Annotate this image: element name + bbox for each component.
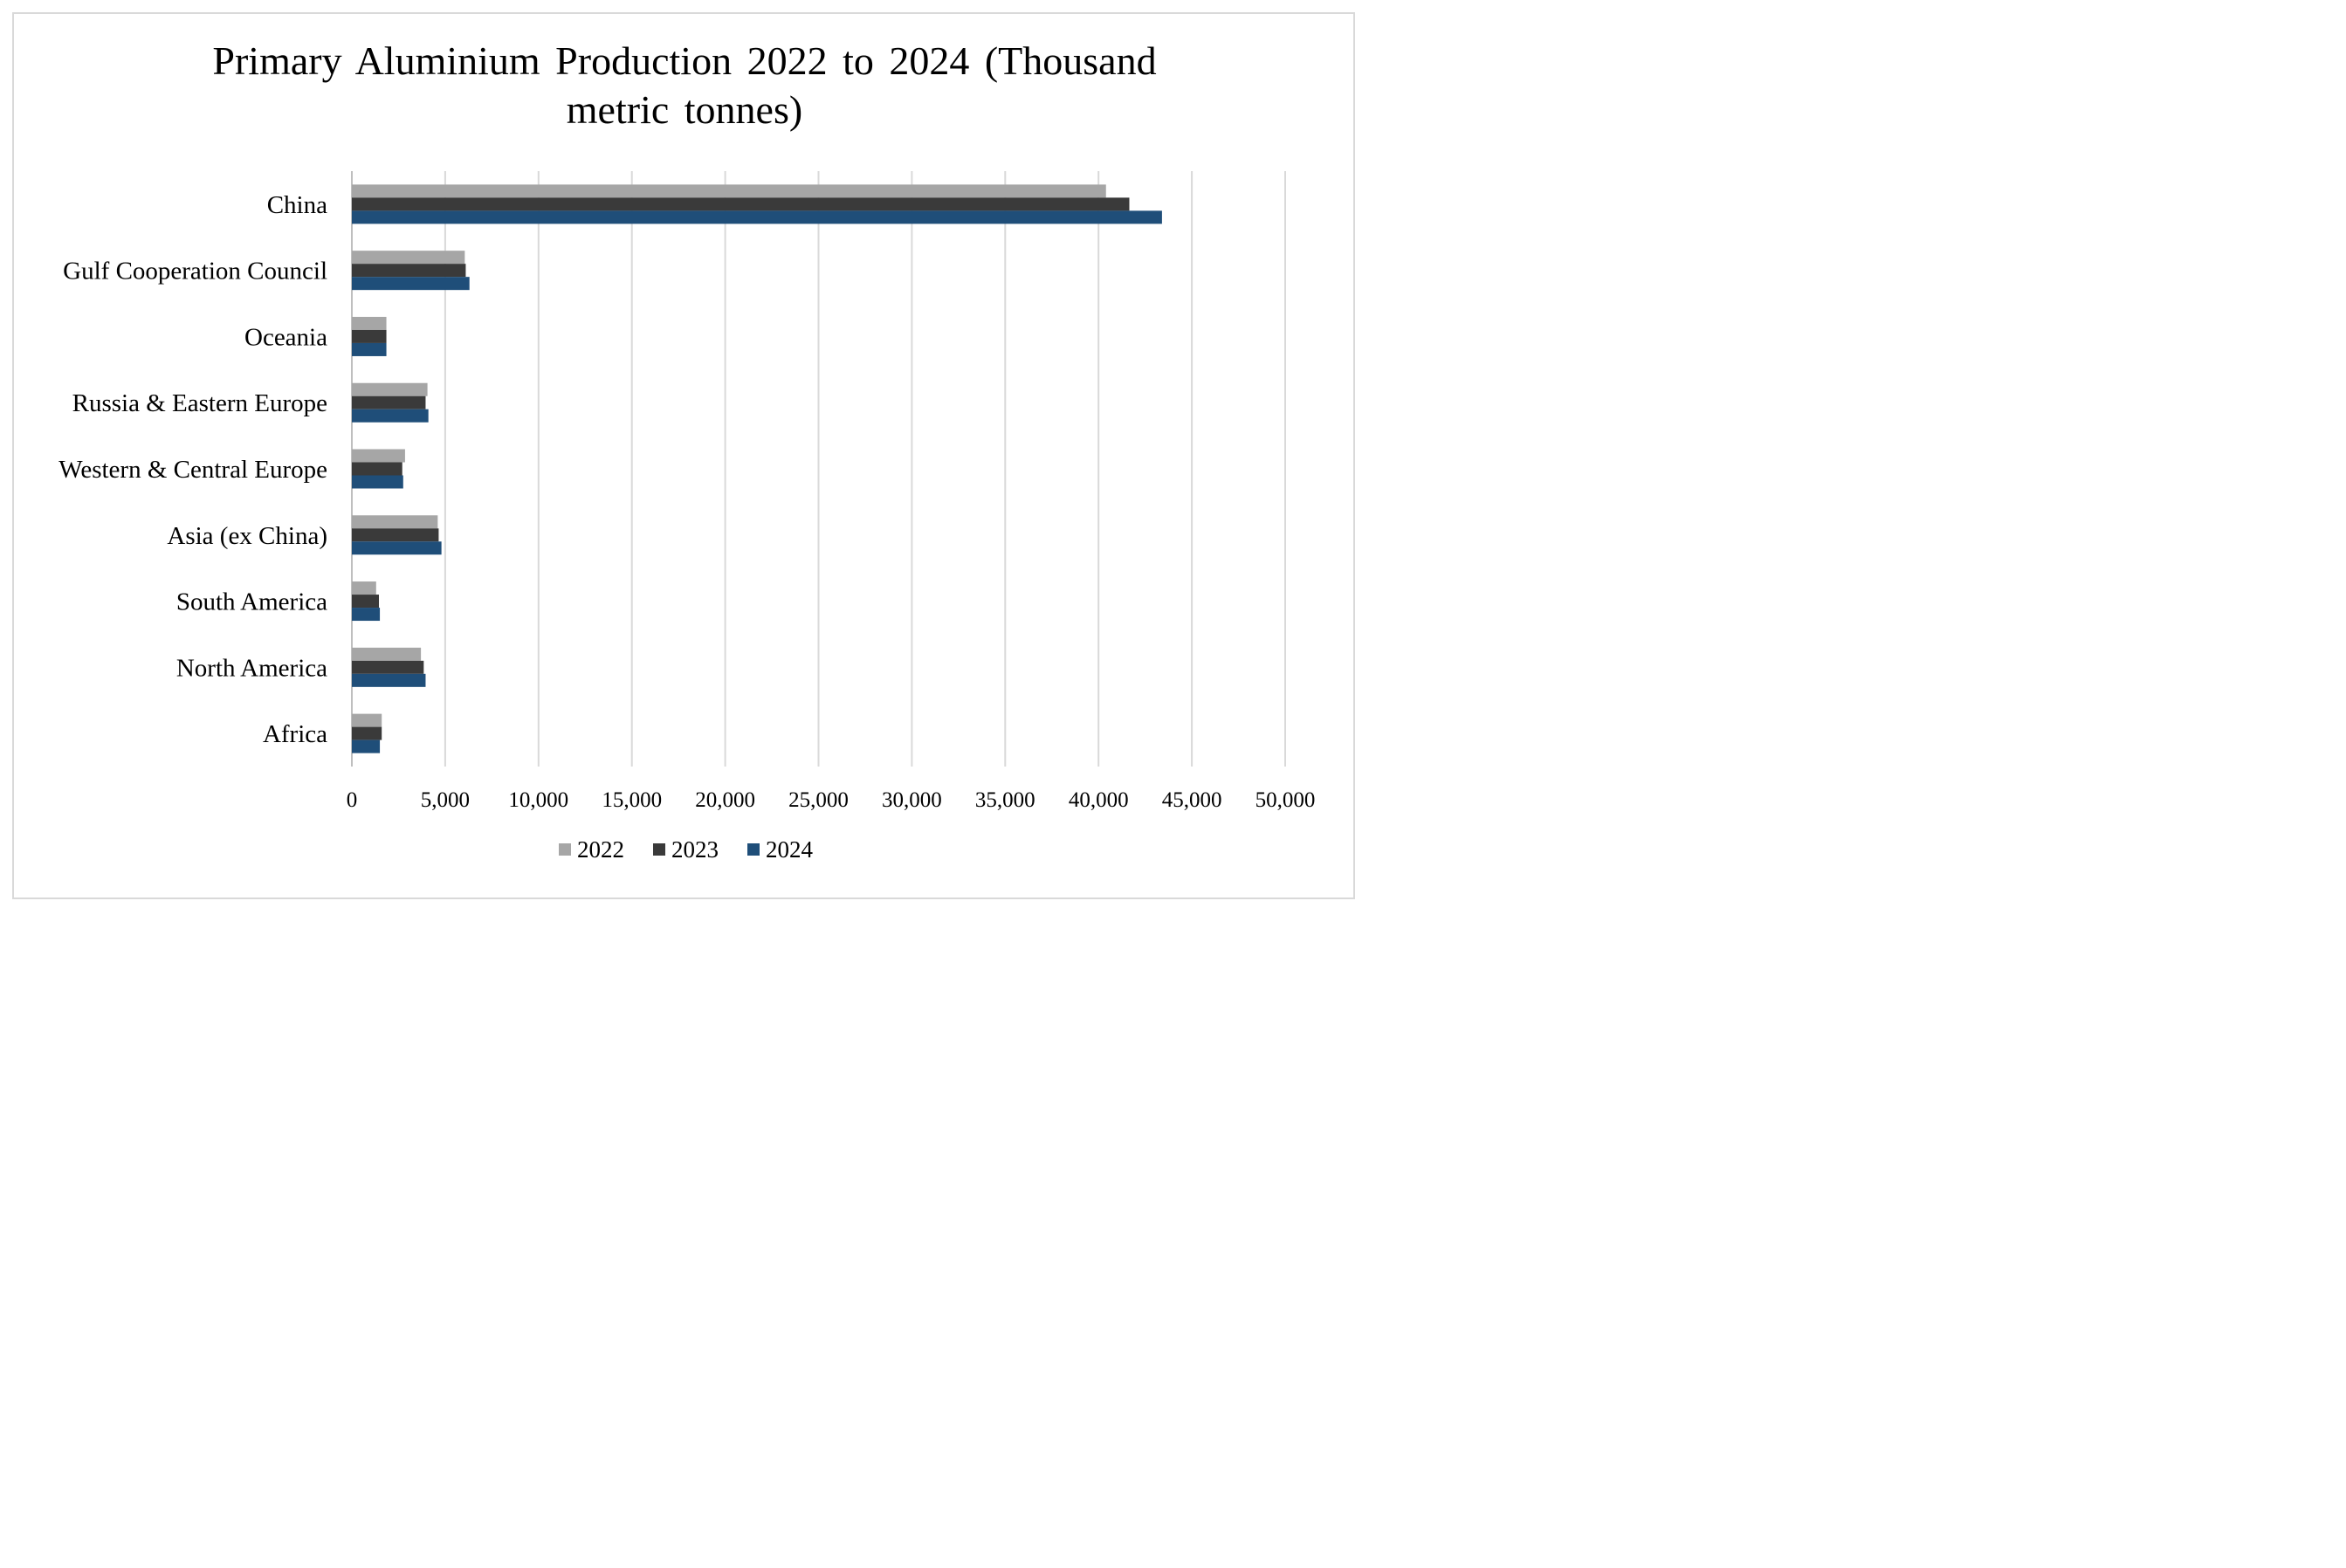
legend-label-2023: 2023 bbox=[671, 836, 719, 863]
category-label-8: Africa bbox=[263, 720, 327, 748]
x-tick-label-7: 35,000 bbox=[975, 788, 1035, 812]
bar-2024-5 bbox=[352, 541, 442, 555]
category-label-5: Asia (ex China) bbox=[167, 522, 327, 550]
bar-2023-7 bbox=[352, 660, 424, 674]
bar-2023-8 bbox=[352, 726, 382, 740]
bar-2024-7 bbox=[352, 673, 426, 687]
chart-title-line-2: metric tonnes) bbox=[566, 87, 803, 132]
category-label-3: Russia & Eastern Europe bbox=[72, 389, 327, 417]
bar-2022-4 bbox=[352, 449, 405, 463]
x-tick-label-5: 25,000 bbox=[788, 788, 849, 812]
x-tick-label-8: 40,000 bbox=[1069, 788, 1129, 812]
category-label-0: China bbox=[267, 191, 327, 219]
bars bbox=[352, 184, 1162, 753]
category-label-2: Oceania bbox=[244, 323, 327, 351]
bar-2023-0 bbox=[352, 197, 1130, 211]
x-tick-label-6: 30,000 bbox=[882, 788, 942, 812]
bar-2024-1 bbox=[352, 277, 470, 291]
x-tick-label-0: 0 bbox=[347, 788, 358, 812]
x-tick-label-3: 15,000 bbox=[602, 788, 662, 812]
x-tick-label-4: 20,000 bbox=[695, 788, 755, 812]
x-tick-label-10: 50,000 bbox=[1256, 788, 1316, 812]
legend-swatch-2022 bbox=[559, 843, 571, 856]
bar-2023-4 bbox=[352, 462, 402, 476]
category-label-4: Western & Central Europe bbox=[58, 456, 327, 484]
category-label-1: Gulf Cooperation Council bbox=[63, 258, 327, 285]
bar-2023-2 bbox=[352, 329, 387, 343]
x-tick-label-2: 10,000 bbox=[508, 788, 568, 812]
bar-2024-8 bbox=[352, 739, 381, 753]
bar-2023-1 bbox=[352, 264, 466, 278]
chart-title: Primary Aluminium Production 2022 to 202… bbox=[0, 37, 1369, 134]
bar-2022-6 bbox=[352, 581, 376, 595]
legend-label-2024: 2024 bbox=[766, 836, 814, 863]
x-tick-label-1: 5,000 bbox=[421, 788, 470, 812]
x-tick-labels: 0 5,000 10,000 15,000 20,000 25,000 30,000 35,0… bbox=[347, 788, 1316, 812]
bar-2024-0 bbox=[352, 210, 1162, 224]
category-labels: China Gulf Cooperation Council Oceania Russ… bbox=[58, 191, 327, 748]
legend: 2022 2023 2024 bbox=[559, 836, 814, 863]
bar-2024-4 bbox=[352, 475, 403, 489]
bar-2022-0 bbox=[352, 184, 1106, 198]
legend-label-2022: 2022 bbox=[577, 836, 624, 863]
bar-2024-6 bbox=[352, 608, 381, 622]
bar-2022-2 bbox=[352, 316, 387, 330]
bar-2024-3 bbox=[352, 409, 429, 423]
bar-chart: China Gulf Cooperation Council Oceania Russ… bbox=[58, 171, 1316, 863]
bar-2023-3 bbox=[352, 395, 426, 409]
bar-2022-1 bbox=[352, 251, 465, 265]
legend-swatch-2024 bbox=[747, 843, 760, 856]
chart-frame bbox=[12, 12, 1355, 899]
legend-swatch-2023 bbox=[653, 843, 665, 856]
bar-2022-5 bbox=[352, 515, 438, 529]
category-label-7: North America bbox=[176, 654, 327, 682]
chart-title-line-1: Primary Aluminium Production 2022 to 202… bbox=[212, 38, 1157, 83]
bar-2022-3 bbox=[352, 382, 428, 396]
bar-2022-8 bbox=[352, 713, 382, 727]
category-label-6: South America bbox=[176, 588, 327, 616]
bar-2023-6 bbox=[352, 595, 380, 609]
bar-2023-5 bbox=[352, 528, 439, 542]
bar-2022-7 bbox=[352, 647, 422, 661]
x-tick-label-9: 45,000 bbox=[1162, 788, 1222, 812]
bar-2024-2 bbox=[352, 342, 387, 356]
gridlines bbox=[351, 171, 1286, 767]
